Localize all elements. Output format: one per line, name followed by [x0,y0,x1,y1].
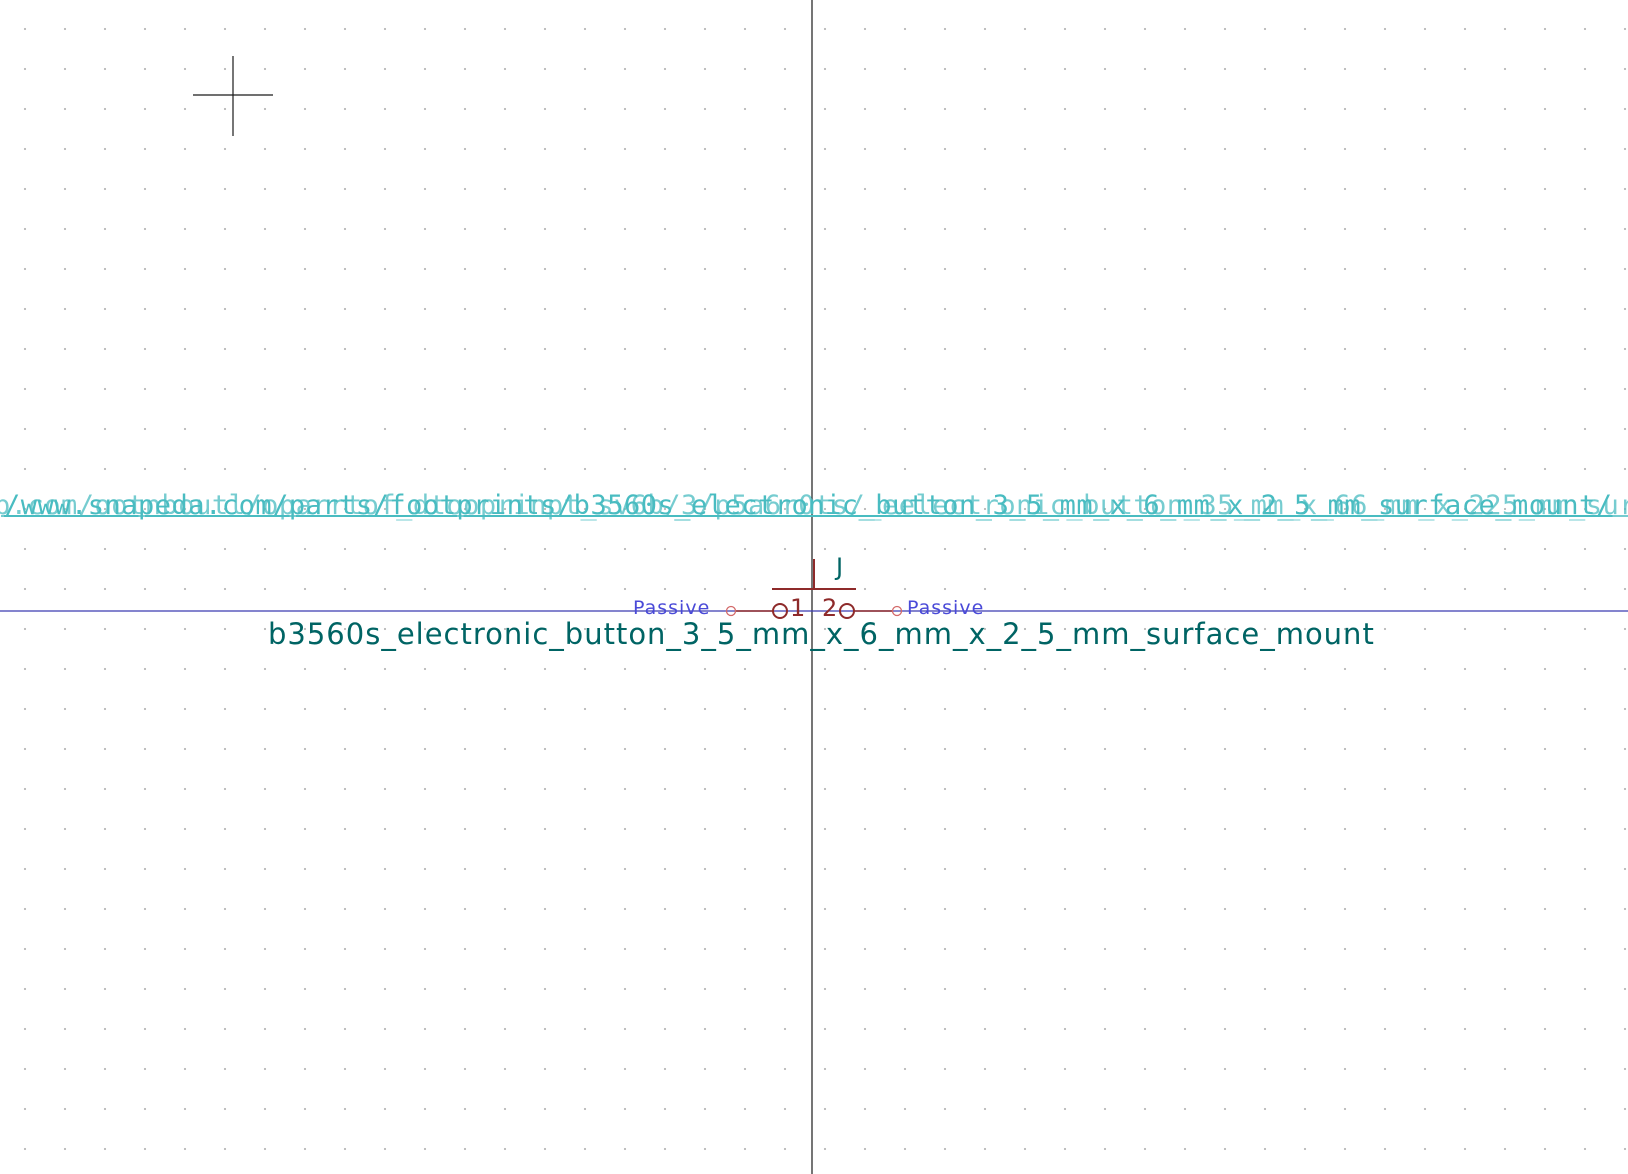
reference-field[interactable]: J [836,553,844,581]
pin-2[interactable] [839,603,903,619]
pin-1-type-label: Passive [633,597,711,619]
footprint-field[interactable]: /www.snapeda.com/parts/footprints/b3560s… [4,490,1613,521]
pin-1-number: 1 [790,594,806,622]
cursor-crosshair-icon [193,56,273,136]
pin-2-type-label: Passive [907,597,985,619]
footprint-field-ghost: p.com/ootnboutl/oparrtof_dtooprinpt_sv6b… [0,490,1628,521]
symbol-body[interactable] [772,559,856,590]
value-field[interactable]: b3560s_electronic_button_3_5_mm_x_6_mm_x… [268,617,1375,651]
pin-2-number: 2 [822,594,838,622]
pin-1[interactable] [725,603,788,619]
